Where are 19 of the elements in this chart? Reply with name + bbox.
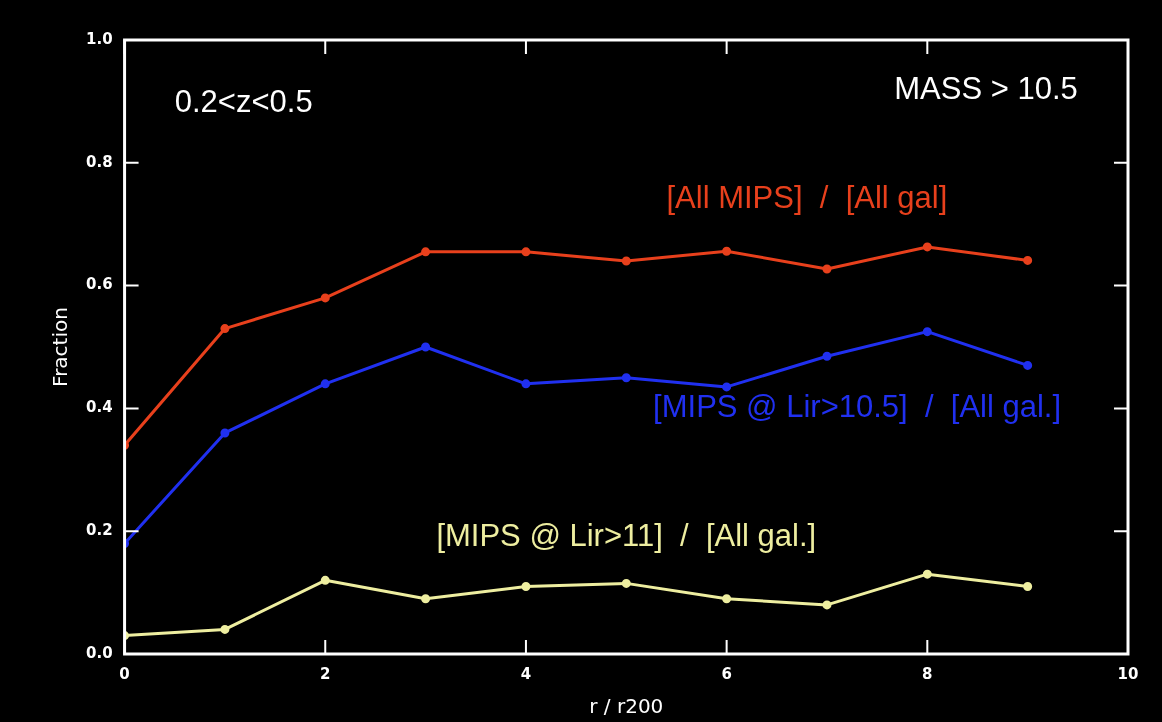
series-label: [All MIPS] / [All gal] bbox=[666, 180, 948, 216]
y-tick-label: 0.6 bbox=[85, 275, 113, 294]
x-tick-label: 10 bbox=[1117, 664, 1139, 683]
x-tick-label: 8 bbox=[922, 664, 933, 683]
y-tick-label: 1.0 bbox=[85, 29, 113, 48]
y-tick-label: 0.4 bbox=[85, 398, 113, 417]
series-label: [MIPS @ Lir>11] / [All gal.] bbox=[436, 517, 817, 553]
x-tick-label: 2 bbox=[320, 664, 331, 683]
y-tick-label: 0.2 bbox=[85, 521, 113, 540]
series-label: [MIPS @ Lir>10.5] / [All gal.] bbox=[653, 388, 1062, 424]
y-axis-title: Fraction bbox=[48, 307, 73, 387]
x-axis-title: r / r200 bbox=[589, 694, 664, 719]
x-tick-label: 4 bbox=[520, 664, 532, 683]
y-tick-label: 0.0 bbox=[85, 643, 113, 662]
y-tick-label: 0.8 bbox=[85, 152, 113, 171]
annotation: 0.2<z<0.5 bbox=[174, 83, 313, 119]
x-tick-label: 0 bbox=[119, 664, 130, 683]
annotation: MASS > 10.5 bbox=[894, 71, 1078, 107]
x-tick-label: 6 bbox=[721, 664, 732, 683]
